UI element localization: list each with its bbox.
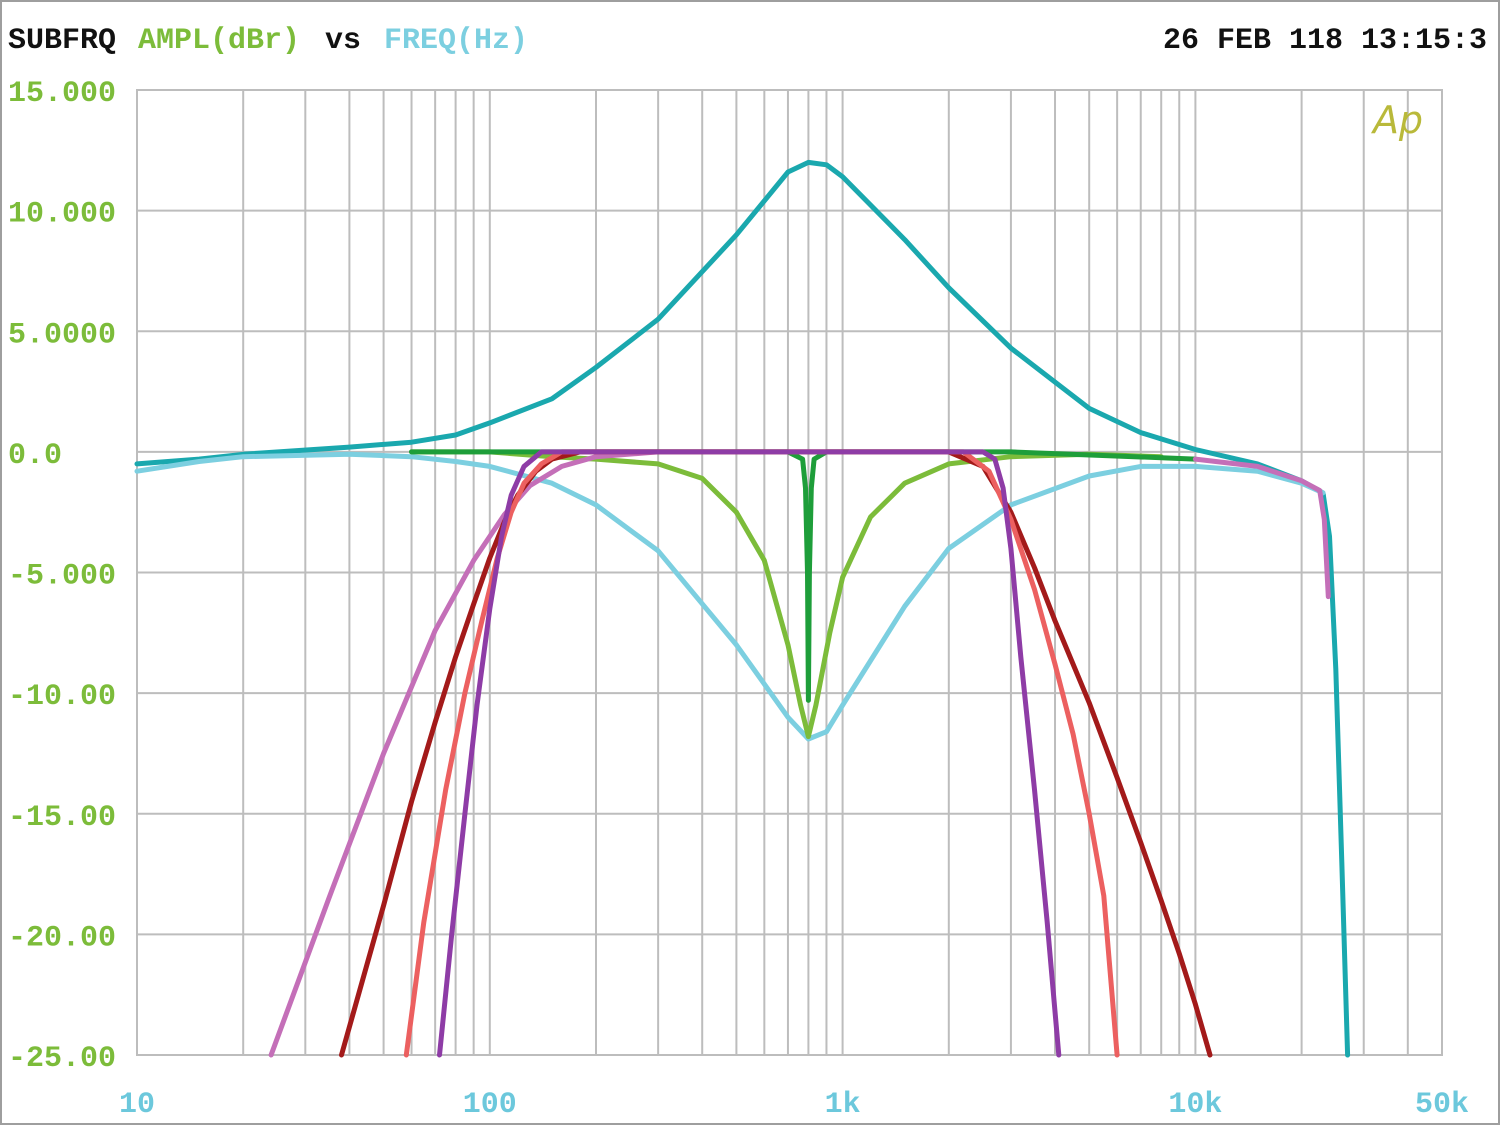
x-tick-label: 10 bbox=[119, 1088, 155, 1122]
y-tick-label: -20.00 bbox=[8, 921, 116, 955]
plot-grid bbox=[136, 89, 1443, 1056]
y-tick-label: 5.0000 bbox=[8, 318, 116, 352]
header-vs: vs bbox=[325, 24, 361, 58]
y-tick-label: 10.000 bbox=[8, 198, 116, 232]
header-timestamp: 26 FEB 118 13:15:3 bbox=[1163, 24, 1487, 58]
y-tick-label: 0.0 bbox=[8, 439, 62, 473]
y-tick-label: -25.00 bbox=[8, 1042, 116, 1076]
x-axis-ticks: 10 100 1k 10k 50k bbox=[119, 1088, 1469, 1122]
series-group bbox=[134, 159, 1351, 1058]
ap-logo: Ap bbox=[1370, 98, 1423, 142]
header-freq-label: FREQ(Hz) bbox=[384, 24, 528, 58]
y-tick-label: -5.000 bbox=[8, 560, 116, 594]
y-axis-ticks: 15.000 10.000 5.0000 0.0 -5.000 -10.00 -15.00 -… bbox=[8, 77, 116, 1076]
y-tick-label: -15.00 bbox=[8, 801, 116, 835]
series-line bbox=[268, 449, 661, 1058]
series-line bbox=[437, 449, 1062, 1058]
series-line bbox=[409, 449, 1164, 740]
series-line bbox=[134, 451, 1326, 742]
x-tick-label: 100 bbox=[463, 1088, 517, 1122]
x-tick-label: 10k bbox=[1168, 1088, 1222, 1122]
x-tick-label: 1k bbox=[825, 1088, 861, 1122]
y-tick-label: -10.00 bbox=[8, 680, 116, 714]
y-tick-label: 15.000 bbox=[8, 77, 116, 111]
series-line bbox=[1192, 456, 1331, 600]
x-tick-label: 50k bbox=[1415, 1088, 1469, 1122]
header-ampl-label: AMPL(dBr) bbox=[138, 24, 300, 58]
header-subfrq: SUBFRQ bbox=[8, 24, 116, 58]
